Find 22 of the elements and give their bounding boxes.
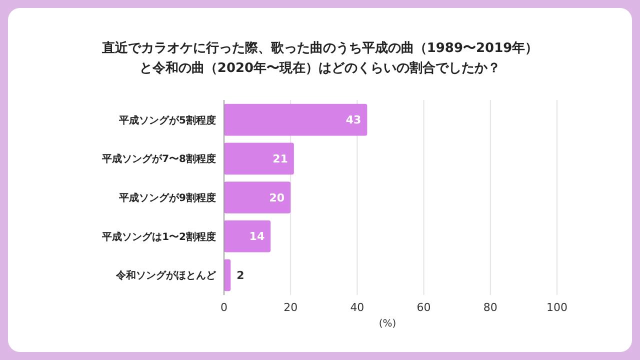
y-tick-label: 平成ソングが5割程度 (118, 114, 216, 126)
y-tick-label: 平成ソングは1〜2割程度 (101, 230, 216, 243)
x-tick-label: 0 (220, 300, 228, 314)
x-tick-label: 40 (350, 300, 364, 314)
chart-title: 直近でカラオケに行った際、歌った曲のうち平成の曲（1989〜2019年）と令和の曲（2020年〜現在）はどのくらいの割合でしたか？ (100, 40, 538, 76)
x-tick-label: 80 (483, 300, 498, 314)
bar (224, 142, 294, 175)
x-axis-title: (%) (378, 318, 396, 330)
data-label: 20 (269, 191, 285, 204)
data-label: 2 (236, 269, 244, 282)
bar (224, 182, 291, 214)
y-tick-label: 平成ソングが9割程度 (118, 192, 216, 204)
y-tick-label: 令和ソングがほとんど (115, 270, 217, 282)
x-tick-label: 100 (546, 300, 568, 314)
data-label: 14 (249, 230, 265, 244)
x-tick-label: 60 (416, 300, 431, 314)
x-tick-label: 20 (284, 300, 298, 314)
bar (224, 104, 368, 136)
data-label: 43 (346, 114, 362, 127)
y-tick-label: 平成ソングが7〜8割程度 (101, 153, 216, 166)
data-label: 21 (272, 152, 288, 166)
bar (224, 220, 271, 252)
